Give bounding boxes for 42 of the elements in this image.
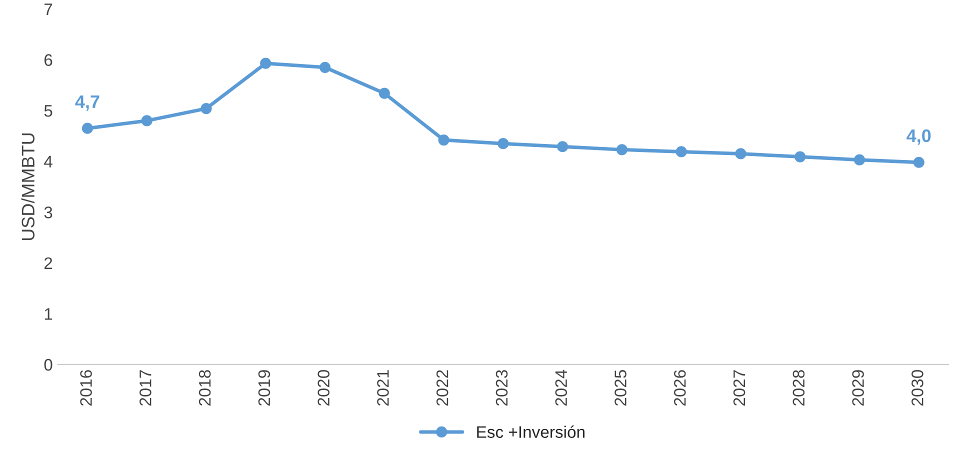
legend-label: Esc +Inversión bbox=[477, 426, 584, 438]
x-tick-label: 2030 bbox=[912, 370, 924, 406]
x-tick-label: 2025 bbox=[614, 370, 626, 406]
point bbox=[378, 88, 390, 99]
x-tick-label: 2027 bbox=[733, 370, 746, 406]
x-tick-label: 2023 bbox=[496, 370, 508, 406]
point bbox=[913, 156, 924, 168]
point bbox=[556, 141, 568, 152]
x-tick-label: 2016 bbox=[80, 370, 92, 406]
data-label: 4,7 bbox=[75, 96, 100, 111]
y-tick-label: 1 bbox=[44, 308, 52, 320]
point bbox=[141, 115, 152, 126]
x-tick-label: 2021 bbox=[377, 370, 389, 406]
x-tick-label: 2028 bbox=[792, 370, 805, 406]
y-tick-label: 0 bbox=[44, 358, 52, 371]
y-tick-label: 7 bbox=[44, 4, 52, 16]
y-tick-label: 5 bbox=[44, 105, 52, 117]
point bbox=[676, 146, 687, 158]
x-tick-label: 2029 bbox=[852, 370, 864, 406]
point bbox=[735, 148, 746, 160]
y-tick-label: 3 bbox=[44, 206, 52, 218]
point bbox=[200, 102, 212, 114]
point bbox=[438, 134, 450, 146]
point bbox=[82, 122, 94, 134]
point bbox=[794, 151, 806, 162]
point bbox=[854, 154, 866, 166]
y-tick-label: 2 bbox=[44, 257, 52, 269]
x-tick-label: 2024 bbox=[555, 370, 568, 406]
point bbox=[260, 58, 272, 69]
y-tick-label: 6 bbox=[44, 54, 52, 66]
y-tick-label: 4 bbox=[44, 156, 52, 168]
point bbox=[616, 144, 628, 156]
x-tick-label: 2017 bbox=[140, 370, 152, 406]
point bbox=[319, 62, 331, 73]
x-tick-label: 2026 bbox=[674, 370, 686, 406]
x-tick-label: 2020 bbox=[318, 370, 330, 406]
y-axis-title: USD/MMBTU bbox=[21, 133, 35, 240]
data-label: 4,0 bbox=[906, 129, 931, 145]
x-tick-label: 2022 bbox=[436, 370, 448, 406]
x-tick-label: 2018 bbox=[198, 370, 211, 406]
x-tick-label: 2019 bbox=[258, 370, 270, 406]
point bbox=[498, 138, 509, 150]
